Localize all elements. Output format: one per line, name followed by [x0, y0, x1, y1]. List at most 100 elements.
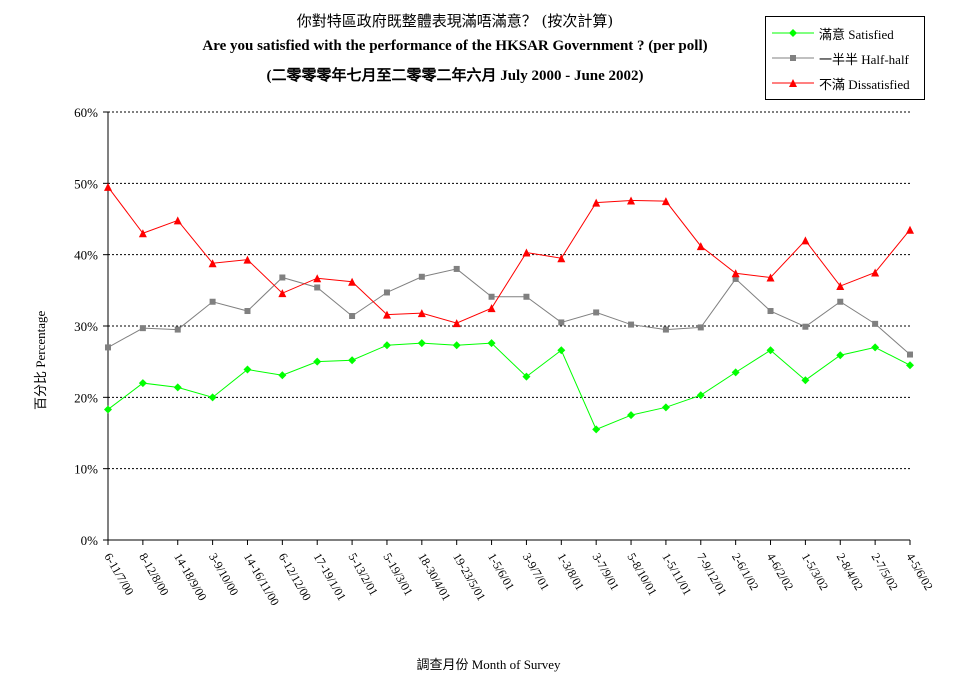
data-point-half-half [697, 324, 704, 331]
x-tick-label: 5-19/3/01 [380, 551, 415, 598]
data-point-satisfied [522, 372, 531, 381]
data-point-satisfied [138, 379, 147, 388]
x-tick-label: 5-13/2/01 [345, 551, 380, 598]
series-line-dissatisfied [107, 186, 911, 324]
legend-swatch-half-half [772, 55, 814, 61]
x-tick-label: 2-7/5/02 [869, 551, 901, 593]
data-point-satisfied [487, 339, 496, 348]
data-point-dissatisfied [592, 198, 601, 207]
x-tick-label: 18-30/4/01 [415, 551, 453, 604]
data-point-dissatisfied [696, 242, 705, 251]
data-point-dissatisfied [382, 310, 391, 319]
legend-label-dissatisfied: 不滿 Dissatisfied [819, 76, 910, 92]
x-tick-label: 14-16/11/00 [241, 551, 282, 608]
y-tick-label: 10% [74, 462, 98, 477]
data-point-half-half [767, 308, 774, 315]
data-point-dissatisfied [417, 309, 426, 318]
x-tick-label: 3-7/9/01 [590, 551, 622, 593]
data-point-dissatisfied [522, 248, 531, 257]
y-tick-label: 50% [74, 176, 98, 191]
data-point-dissatisfied [836, 282, 845, 291]
data-point-satisfied [348, 356, 357, 365]
data-point-satisfied [592, 425, 601, 434]
data-point-satisfied [278, 371, 287, 380]
data-point-half-half [907, 351, 913, 358]
x-tick-label: 19-23/5/01 [450, 551, 488, 604]
x-tick-label: 1-3/8/01 [555, 551, 587, 593]
data-point-dissatisfied [243, 255, 252, 264]
data-point-dissatisfied [138, 229, 147, 238]
x-tick-label: 5-8/10/01 [624, 551, 659, 598]
data-point-dissatisfied [208, 259, 217, 268]
data-point-satisfied [452, 341, 461, 350]
data-point-half-half [139, 325, 146, 332]
data-point-dissatisfied [766, 273, 775, 282]
x-tick-label: 3-9/7/01 [520, 551, 552, 593]
data-point-half-half [209, 298, 216, 305]
legend-label-satisfied: 滿意 Satisfied [819, 26, 894, 42]
data-point-half-half [244, 308, 251, 315]
data-point-half-half [383, 289, 390, 296]
data-point-half-half [418, 273, 425, 280]
x-tick-label: 4-6/2/02 [764, 551, 796, 593]
legend-item-satisfied: 滿意 Satisfied [772, 23, 894, 43]
data-point-satisfied [557, 346, 566, 355]
x-tick-label: 2-6/1/02 [729, 551, 761, 593]
data-point-half-half [593, 309, 600, 316]
legend-item-half-half: 一半半 Half-half [772, 48, 909, 68]
data-point-half-half [558, 319, 565, 326]
chart-legend: 滿意 Satisfied 一半半 Half-half 不滿 Dissatisfi… [765, 16, 925, 100]
data-point-half-half [802, 323, 809, 330]
chart-subtitle: Are you satisfied with the performance o… [202, 38, 708, 54]
data-point-satisfied [661, 403, 670, 412]
x-tick-label: 3-9/10/00 [206, 551, 241, 598]
data-point-half-half [174, 326, 181, 333]
data-point-dissatisfied [104, 182, 112, 191]
data-point-dissatisfied [313, 274, 322, 283]
data-point-half-half [872, 320, 879, 327]
y-tick-label: 30% [74, 319, 98, 334]
data-point-half-half [314, 284, 321, 291]
x-tick-label: 4-5/6/02 [903, 551, 935, 593]
data-point-satisfied [731, 368, 740, 377]
data-point-satisfied [208, 393, 217, 402]
legend-swatch-dissatisfied [772, 79, 814, 87]
y-tick-label: 40% [74, 248, 98, 263]
y-tick-label: 60% [74, 105, 98, 120]
x-tick-label: 6-11/7/00 [101, 551, 136, 598]
data-point-half-half [732, 275, 739, 282]
data-point-dissatisfied [871, 268, 880, 277]
data-point-satisfied [801, 376, 810, 385]
x-tick-label: 1-5/3/02 [799, 551, 831, 593]
x-tick-label: 17-19/1/01 [311, 551, 349, 604]
data-point-dissatisfied [801, 236, 810, 245]
x-tick-label: 6-12/12/00 [276, 551, 314, 604]
x-axis-label: 調查月份 Month of Survey [416, 657, 561, 672]
data-point-satisfied [906, 361, 914, 370]
x-tick-label: 8-12/8/00 [136, 551, 171, 598]
series-line-half-half [107, 268, 911, 355]
data-point-half-half [628, 321, 635, 328]
data-point-dissatisfied [627, 196, 636, 205]
data-point-dissatisfied [557, 254, 566, 263]
data-point-satisfied [313, 357, 322, 366]
data-point-satisfied [382, 341, 391, 350]
data-point-satisfied [173, 383, 182, 392]
data-point-half-half [279, 274, 286, 281]
data-point-dissatisfied [731, 269, 740, 278]
y-tick-label: 0% [81, 533, 99, 548]
data-point-half-half [453, 265, 460, 272]
y-axis-label: 百分比 Percentage [33, 310, 48, 410]
legend-item-dissatisfied: 不滿 Dissatisfied [772, 73, 910, 93]
legend-label-half-half: 一半半 Half-half [819, 51, 909, 67]
data-point-satisfied [627, 411, 636, 420]
x-tick-label: 7-9/12/01 [694, 551, 729, 598]
data-point-dissatisfied [452, 319, 461, 328]
data-point-half-half [662, 326, 669, 333]
data-point-half-half [488, 293, 495, 300]
data-point-satisfied [766, 346, 775, 355]
data-point-satisfied [871, 343, 880, 352]
series-line-satisfied [107, 342, 911, 431]
data-point-satisfied [417, 339, 426, 348]
